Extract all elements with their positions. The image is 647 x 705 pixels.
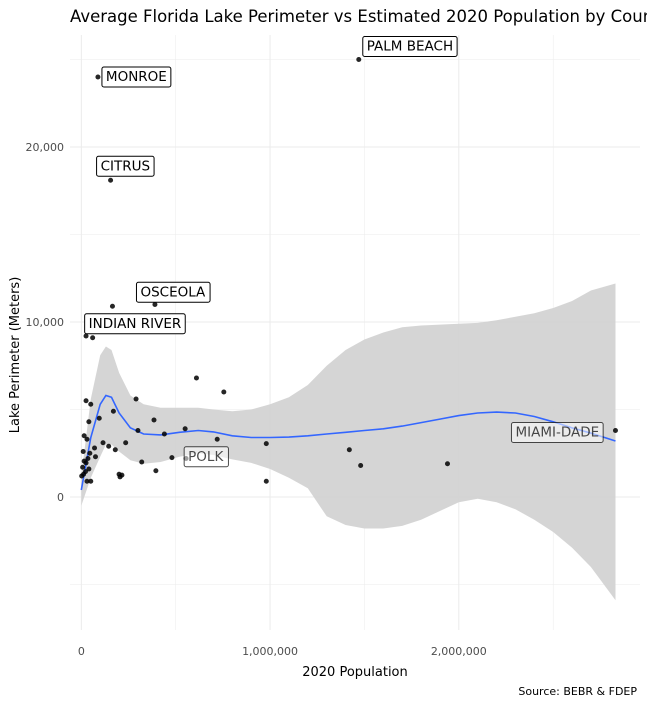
point-label-text: MIAMI-DADE xyxy=(515,425,599,441)
point-label-text: OSCEOLA xyxy=(140,284,206,300)
confidence-ribbon-layer xyxy=(81,283,616,601)
data-point xyxy=(87,450,93,456)
smooth-line-layer xyxy=(80,394,616,491)
point-label-text: CITRUS xyxy=(101,158,151,174)
data-point xyxy=(139,459,145,465)
data-point xyxy=(86,466,92,472)
y-axis-label: Lake Perimeter (Meters) xyxy=(8,277,23,434)
data-point xyxy=(110,408,116,414)
data-point xyxy=(88,401,94,407)
data-point xyxy=(90,335,96,341)
data-point xyxy=(263,478,269,484)
data-point xyxy=(153,468,159,474)
data-point xyxy=(346,447,352,453)
data-point xyxy=(84,436,90,442)
y-tick-label: 10,000 xyxy=(26,316,65,329)
data-point xyxy=(152,302,158,307)
data-point xyxy=(358,463,364,468)
data-point xyxy=(83,460,89,466)
data-point xyxy=(92,445,98,451)
data-point xyxy=(112,447,118,453)
data-point xyxy=(81,433,87,439)
x-axis-label: 2020 Population xyxy=(302,665,408,680)
data-point xyxy=(151,417,157,423)
data-point xyxy=(92,454,98,460)
data-point xyxy=(193,375,199,381)
data-point xyxy=(263,441,269,447)
data-point xyxy=(108,177,114,183)
data-point xyxy=(95,74,101,80)
data-point xyxy=(612,428,618,433)
point-label: OSCEOLA xyxy=(135,281,211,303)
point-label-text: POLK xyxy=(188,449,224,465)
data-point xyxy=(80,449,86,454)
chart-title: Average Florida Lake Perimeter vs Estima… xyxy=(70,7,647,26)
data-point xyxy=(169,455,175,461)
data-point xyxy=(135,428,141,433)
data-point xyxy=(221,389,227,395)
data-point xyxy=(444,461,450,467)
smooth-trend-line xyxy=(80,394,616,491)
data-point xyxy=(356,57,362,62)
data-point xyxy=(85,456,91,461)
data-point xyxy=(161,431,167,437)
point-label: POLK xyxy=(183,446,229,468)
points-layer xyxy=(79,57,618,484)
point-label-text: PALM BEACH xyxy=(367,39,453,55)
confidence-ribbon xyxy=(81,283,616,601)
point-labels-layer: MONROE PALM BEACH CITRUS OSCEOLA INDIAN RIVE… xyxy=(84,36,604,468)
data-point xyxy=(214,436,220,442)
data-point xyxy=(80,464,86,470)
chart-caption: Source: BEBR & FDEP xyxy=(518,685,637,698)
data-point xyxy=(86,419,92,425)
data-point xyxy=(83,398,89,404)
point-label: MIAMI-DADE xyxy=(510,422,604,443)
data-point xyxy=(100,440,106,446)
point-label: INDIAN RIVER xyxy=(84,313,186,335)
point-label-text: INDIAN RIVER xyxy=(89,316,182,332)
point-label-text: MONROE xyxy=(106,69,167,85)
x-tick-label: 0 xyxy=(78,645,85,658)
axis-ticks-layer: 0 1,000,000 2,000,000 0 10,000 20,000 xyxy=(26,141,487,658)
point-label: PALM BEACH xyxy=(362,36,458,57)
point-label: MONROE xyxy=(101,66,172,88)
data-point xyxy=(83,333,89,339)
data-point xyxy=(96,415,102,421)
x-tick-label: 1,000,000 xyxy=(242,645,298,658)
data-point xyxy=(79,473,85,479)
data-point xyxy=(88,478,94,484)
data-point xyxy=(117,474,123,480)
data-point xyxy=(109,303,115,309)
data-point xyxy=(182,426,188,432)
point-label: CITRUS xyxy=(96,155,155,177)
data-point xyxy=(123,440,129,446)
x-tick-label: 2,000,000 xyxy=(431,645,487,658)
data-point xyxy=(106,443,112,449)
data-point xyxy=(133,396,139,402)
y-tick-label: 0 xyxy=(57,491,64,504)
y-tick-label: 20,000 xyxy=(26,141,65,154)
data-point xyxy=(84,478,90,484)
